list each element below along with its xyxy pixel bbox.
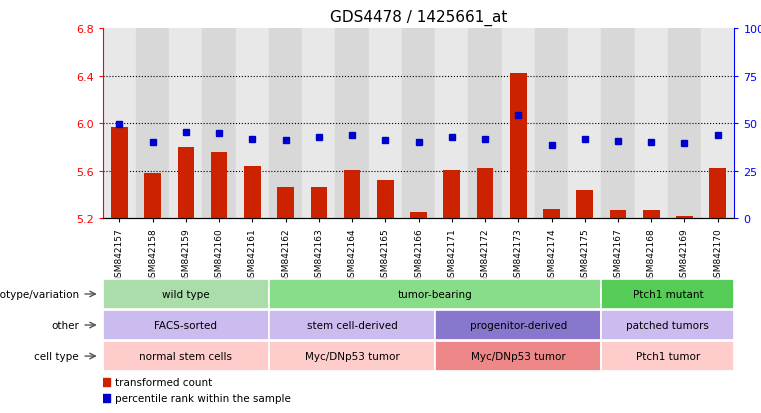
Bar	[709, 169, 726, 219]
Text: genotype/variation: genotype/variation	[0, 289, 79, 299]
Bar	[435, 29, 469, 219]
Bar	[601, 341, 734, 371]
Text: Myc/DNp53 tumor: Myc/DNp53 tumor	[471, 351, 565, 361]
Bar	[643, 211, 660, 219]
Bar	[601, 29, 635, 219]
Title: GDS4478 / 1425661_at: GDS4478 / 1425661_at	[330, 10, 508, 26]
Bar	[601, 311, 734, 340]
Text: Ptch1 tumor: Ptch1 tumor	[635, 351, 700, 361]
Bar	[476, 169, 493, 219]
Bar	[543, 209, 560, 219]
Bar	[236, 29, 269, 219]
Bar	[244, 167, 260, 219]
Text: transformed count: transformed count	[116, 377, 212, 387]
Bar	[269, 280, 601, 309]
Bar	[211, 152, 228, 219]
Bar	[577, 190, 593, 219]
Bar	[103, 280, 269, 309]
Bar	[601, 280, 734, 309]
Bar	[469, 29, 501, 219]
Text: patched tumors: patched tumors	[626, 320, 709, 330]
Bar	[635, 29, 668, 219]
Text: wild type: wild type	[162, 289, 210, 299]
Bar	[269, 29, 302, 219]
Text: Myc/DNp53 tumor: Myc/DNp53 tumor	[304, 351, 400, 361]
Text: tumor-bearing: tumor-bearing	[398, 289, 473, 299]
Text: FACS-sorted: FACS-sorted	[154, 320, 218, 330]
Text: stem cell-derived: stem cell-derived	[307, 320, 397, 330]
Bar	[269, 311, 435, 340]
Bar	[377, 181, 393, 219]
Text: other: other	[51, 320, 79, 330]
Bar	[535, 29, 568, 219]
Bar	[677, 216, 693, 219]
Bar	[310, 188, 327, 219]
Bar	[336, 29, 368, 219]
Bar	[435, 341, 601, 371]
Text: progenitor-derived: progenitor-derived	[470, 320, 567, 330]
Bar	[568, 29, 601, 219]
Text: normal stem cells: normal stem cells	[139, 351, 232, 361]
Bar	[610, 211, 626, 219]
Bar	[668, 29, 701, 219]
Bar	[103, 311, 269, 340]
Bar	[269, 341, 435, 371]
Bar	[368, 29, 402, 219]
Bar	[402, 29, 435, 219]
Text: Ptch1 mutant: Ptch1 mutant	[632, 289, 703, 299]
Bar	[145, 174, 161, 219]
Bar	[103, 341, 269, 371]
Text: percentile rank within the sample: percentile rank within the sample	[116, 394, 291, 404]
Bar	[103, 29, 136, 219]
Bar	[510, 74, 527, 219]
Bar	[444, 170, 460, 219]
Bar	[136, 29, 169, 219]
Bar	[169, 29, 202, 219]
Bar	[302, 29, 336, 219]
Bar	[701, 29, 734, 219]
Bar	[435, 311, 601, 340]
Bar	[410, 213, 427, 219]
Bar	[501, 29, 535, 219]
Bar	[111, 128, 128, 219]
Bar	[344, 170, 361, 219]
Bar	[177, 148, 194, 219]
Bar	[277, 188, 294, 219]
Bar	[202, 29, 236, 219]
Text: cell type: cell type	[34, 351, 79, 361]
